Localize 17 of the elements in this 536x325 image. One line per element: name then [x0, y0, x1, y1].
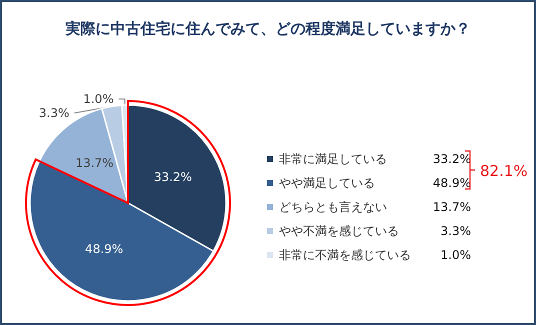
legend-label: 非常に不満を感じている — [279, 248, 411, 262]
data-label: 1.0% — [83, 92, 114, 106]
legend-label: 非常に満足している — [279, 152, 387, 166]
text: 82.1% — [480, 162, 528, 180]
data-label: 3.3% — [38, 106, 70, 120]
legend-label: やや満足している — [279, 176, 375, 190]
legend-label: どちらとも言えない — [279, 200, 387, 214]
data-label: 13.7% — [75, 156, 114, 170]
text: 48.9% — [432, 176, 471, 190]
text: 33.2% — [432, 152, 471, 166]
text: 13.7% — [432, 200, 471, 214]
text: 3.3% — [440, 224, 471, 238]
text: 1.0% — [440, 248, 471, 262]
legend-label: やや不満を感じている — [279, 224, 399, 238]
data-label: 33.2% — [154, 170, 192, 184]
chart-title: 実際に中古住宅に住んでみて、どの程度満足していますか？ — [64, 20, 470, 38]
data-label: 48.9% — [85, 242, 124, 256]
